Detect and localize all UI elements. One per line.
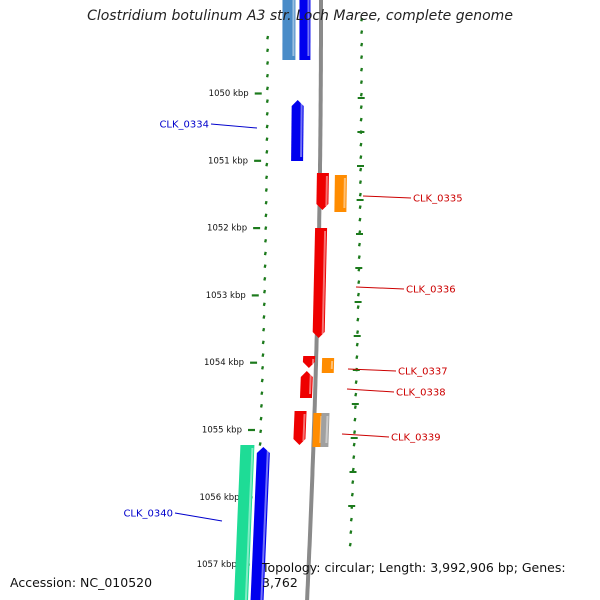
scale-tick-label: 1056 kbp bbox=[199, 493, 239, 503]
gene-clk0339c bbox=[320, 413, 330, 447]
gene-label[interactable]: CLK_0337 bbox=[398, 367, 448, 378]
gene-leader-line bbox=[362, 195, 412, 199]
gene-clk0334-highlight bbox=[300, 102, 303, 158]
gene-clk0340-highlight bbox=[260, 449, 269, 600]
gene-clk0335-highlight bbox=[325, 175, 328, 207]
accession-text: Accession: NC_010520 bbox=[10, 575, 153, 590]
gene-clk0337 bbox=[302, 356, 316, 368]
scale-tick-label: 1054 kbp bbox=[204, 358, 244, 368]
gene-leader-line bbox=[210, 123, 258, 129]
gene-clk0338 bbox=[299, 371, 313, 398]
gene-clk0339-highlight bbox=[302, 413, 306, 442]
gene-label[interactable]: CLK_0338 bbox=[396, 388, 446, 399]
scale-tick-label: 1055 kbp bbox=[202, 426, 242, 436]
gene-clk0340-teal-highlight bbox=[244, 447, 254, 600]
gene-clk0340-teal bbox=[234, 445, 255, 600]
scale-tick-label: 1051 kbp bbox=[208, 156, 248, 166]
ruler-minor-ticks bbox=[348, 97, 365, 507]
gene-label[interactable]: CLK_0340 bbox=[123, 509, 173, 520]
scale-tick-label: 1052 kbp bbox=[207, 224, 247, 234]
gene-label[interactable]: CLK_0336 bbox=[406, 285, 456, 296]
gene-block-steelblue-top bbox=[282, 0, 296, 60]
gene-label[interactable]: CLK_0334 bbox=[159, 120, 209, 131]
gene-leader-line bbox=[346, 388, 395, 393]
gene-clk0339c-highlight bbox=[325, 415, 329, 444]
gene-leader-line bbox=[355, 286, 405, 290]
gene-clk0338-highlight bbox=[308, 373, 312, 395]
genome-stats-text: Topology: circular; Length: 3,992,906 bp… bbox=[262, 560, 566, 590]
gene-block-blue-top bbox=[299, 0, 311, 60]
gene-leader-line bbox=[341, 433, 390, 438]
gene-clk0335 bbox=[316, 173, 329, 210]
gene-clk0337b bbox=[321, 358, 335, 373]
scale-tick-label: 1057 kbp bbox=[197, 560, 237, 570]
scale-tick-label: 1050 kbp bbox=[209, 89, 249, 99]
scale-tick-label: 1053 kbp bbox=[206, 291, 246, 301]
gene-clk0336-highlight bbox=[321, 230, 327, 335]
genome-title: Clostridium botulinum A3 str. Loch Maree… bbox=[87, 8, 513, 24]
gene-clk0335b bbox=[334, 175, 347, 212]
gene-leader-line bbox=[347, 368, 397, 372]
gene-clk0336 bbox=[312, 228, 328, 338]
gene-clk0340 bbox=[250, 447, 270, 600]
gene-label[interactable]: CLK_0339 bbox=[391, 433, 441, 444]
gene-clk0335b-highlight bbox=[343, 177, 346, 209]
gene-clk0339 bbox=[293, 411, 307, 445]
gene-clk0334 bbox=[291, 100, 304, 161]
gene-leader-line bbox=[174, 512, 223, 522]
gene-label[interactable]: CLK_0335 bbox=[413, 194, 463, 205]
